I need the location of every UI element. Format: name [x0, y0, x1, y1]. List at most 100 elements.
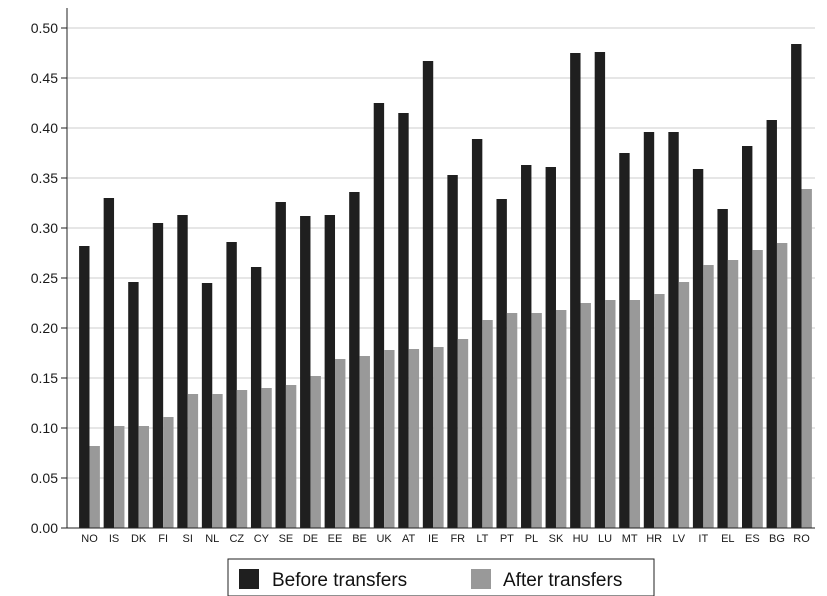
bars [79, 44, 812, 528]
y-tick-label: 0.00 [31, 520, 58, 536]
y-tick-label: 0.30 [31, 220, 58, 236]
bar-before-transfers [226, 242, 237, 528]
x-tick-label: AT [402, 533, 416, 545]
bar-after-transfers [335, 359, 346, 528]
legend-label-before: Before transfers [272, 570, 407, 591]
bar-before-transfers [373, 103, 385, 528]
x-tick-label: HU [573, 533, 589, 545]
bar-after-transfers [212, 394, 223, 528]
x-tick-label: SK [549, 533, 564, 545]
bar-after-transfers [703, 265, 714, 528]
bar-after-transfers [801, 189, 812, 528]
bar-before-transfers [128, 282, 139, 528]
bar-before-transfers [300, 216, 311, 528]
bar-before-transfers [177, 215, 188, 528]
bar-before-transfers [594, 52, 606, 528]
bar-before-transfers [668, 132, 679, 528]
y-tick-label: 0.20 [31, 320, 58, 336]
x-tick-label: IE [428, 533, 438, 545]
bar-after-transfers [457, 339, 469, 528]
x-tick-label: BE [352, 533, 367, 545]
x-tick-label: LU [598, 533, 612, 545]
y-tick-label: 0.25 [31, 270, 58, 286]
bar-after-transfers [236, 390, 248, 528]
x-tick-label: DE [303, 533, 318, 545]
x-tick-label: CY [254, 533, 270, 545]
bar-after-transfers [752, 250, 763, 528]
x-tick-label: LT [476, 533, 488, 545]
x-tick-label: PT [500, 533, 514, 545]
bar-after-transfers [187, 394, 199, 528]
x-tick-label: SI [183, 533, 193, 545]
x-tick-label: NO [81, 533, 98, 545]
bar-after-transfers [138, 426, 149, 528]
bar-after-transfers [384, 350, 395, 528]
bar-after-transfers [359, 356, 370, 528]
bar-after-transfers [408, 349, 420, 528]
bar-before-transfers [422, 61, 434, 528]
bar-before-transfers [496, 199, 507, 528]
x-tick-label: LV [672, 533, 685, 545]
x-tick-label: ES [745, 533, 760, 545]
bar-after-transfers [114, 426, 125, 528]
bar-before-transfers [717, 209, 728, 528]
bar-before-transfers [471, 139, 483, 528]
bar-after-transfers [163, 417, 174, 528]
bar-before-transfers [766, 120, 777, 528]
bar-before-transfers [570, 53, 581, 528]
x-tick-label: EE [328, 533, 343, 545]
bar-after-transfers [776, 243, 788, 528]
x-tick-label: MT [622, 533, 638, 545]
bar-before-transfers [742, 146, 753, 528]
bar-after-transfers [629, 300, 641, 528]
y-tick-label: 0.50 [31, 20, 58, 36]
bar-before-transfers [545, 167, 556, 528]
x-tick-label: FR [450, 533, 465, 545]
x-tick-label: UK [376, 533, 392, 545]
bar-before-transfers [152, 223, 164, 528]
bar-after-transfers [555, 310, 567, 528]
bar-after-transfers [285, 385, 297, 528]
bar-after-transfers [433, 347, 444, 528]
x-tick-label: RO [793, 533, 810, 545]
bar-after-transfers [506, 313, 518, 528]
y-tick-label: 0.45 [31, 70, 58, 86]
bar-before-transfers [103, 198, 115, 528]
legend-swatch-after [471, 569, 491, 589]
bar-before-transfers [791, 44, 802, 528]
bar-before-transfers [250, 267, 262, 528]
bar-before-transfers [619, 153, 630, 528]
x-tick-label: EL [721, 533, 734, 545]
y-tick-label: 0.05 [31, 470, 58, 486]
bar-after-transfers [654, 294, 665, 528]
bar-after-transfers [605, 300, 616, 528]
x-tick-label: IT [698, 533, 708, 545]
bar-before-transfers [201, 283, 213, 528]
bar-after-transfers [310, 376, 321, 528]
bar-before-transfers [79, 246, 90, 528]
x-tick-label: SE [279, 533, 294, 545]
bar-before-transfers [447, 175, 458, 528]
legend-label-after: After transfers [503, 570, 622, 591]
bar-after-transfers [482, 320, 493, 528]
y-tick-label: 0.40 [31, 120, 58, 136]
y-tick-label: 0.35 [31, 170, 58, 186]
legend: Before transfers After transfers [227, 558, 655, 596]
y-axis: 0.00 0.05 0.10 0.15 0.20 0.25 0.30 0.35 0.40 0.45… [31, 8, 68, 536]
bar-after-transfers [678, 282, 690, 528]
x-axis: NO IS DK FI SI NL CZ CY SE DE EE BE UK AT IE FR LT PT PL SK… [67, 527, 815, 545]
bar-after-transfers [531, 313, 542, 528]
x-tick-label: IS [109, 533, 119, 545]
bar-after-transfers [261, 388, 272, 528]
bar-before-transfers [324, 215, 336, 528]
bar-before-transfers [398, 113, 409, 528]
bar-after-transfers [727, 260, 739, 528]
x-tick-label: DK [131, 533, 147, 545]
bar-before-transfers [349, 192, 360, 528]
x-tick-label: PL [525, 533, 538, 545]
bar-after-transfers [580, 303, 591, 528]
y-tick-label: 0.10 [31, 420, 58, 436]
x-tick-label: FI [158, 533, 168, 545]
y-tick-label: 0.15 [31, 370, 58, 386]
